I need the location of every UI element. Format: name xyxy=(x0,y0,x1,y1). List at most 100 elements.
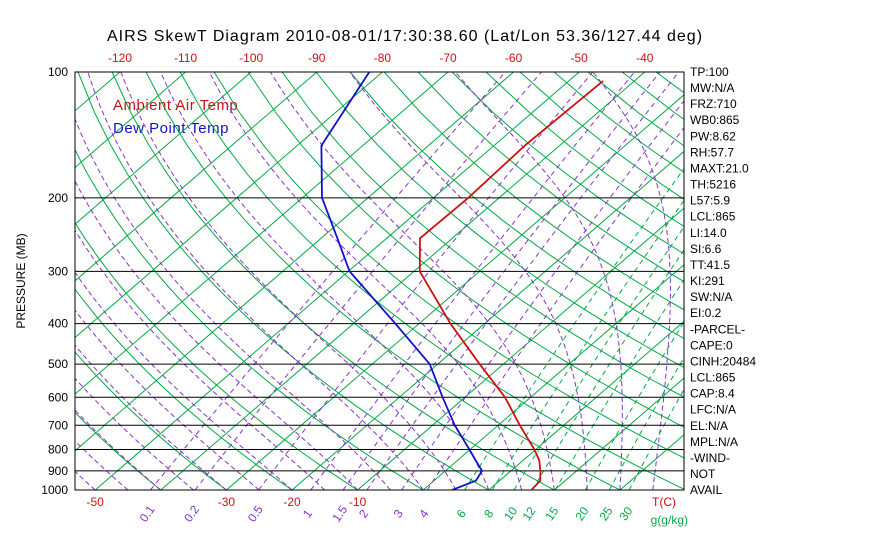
isotherm-line xyxy=(75,72,186,169)
isotherm-line xyxy=(75,72,514,452)
isotherm-line xyxy=(291,150,684,490)
pressure-axis-label: PRESSURE (MB) xyxy=(14,233,28,328)
dry-adiabat-line xyxy=(75,288,293,490)
stats-line: SW:N/A xyxy=(690,290,732,304)
mixing-ratio-line xyxy=(491,199,684,490)
isotherm-line xyxy=(75,72,383,339)
stats-line: LI:14.0 xyxy=(690,226,727,240)
pressure-tick-label: 400 xyxy=(48,317,68,331)
moist-adiabat-line xyxy=(75,344,227,490)
moist-adiabat-line xyxy=(208,72,523,490)
mixing-ratio-line xyxy=(608,356,684,490)
stats-line: NOT xyxy=(690,467,716,481)
mixing-ratio-line xyxy=(258,72,594,490)
pressure-tick-label: 700 xyxy=(48,418,68,432)
stats-line: KI:291 xyxy=(690,274,725,288)
moist-adiabat-line xyxy=(120,72,457,490)
dry-adiabat-line xyxy=(75,351,227,490)
stats-line: TH:5216 xyxy=(690,178,736,192)
mixing-ratio-tick: 12 xyxy=(519,504,538,523)
stats-line: L57:5.9 xyxy=(690,194,730,208)
dry-adiabat-line xyxy=(281,72,684,398)
background-lines xyxy=(75,72,684,490)
stats-line: EI:0.2 xyxy=(690,306,722,320)
moist-adiabat-line xyxy=(269,72,555,490)
stats-panel: TP:100 MW:N/A FRZ:710 WB0:865 PW:8.62 RH:57.7… xyxy=(690,65,756,497)
stats-line: FRZ:710 xyxy=(690,97,737,111)
isotherm-line xyxy=(554,377,684,490)
top-temp-tick: -60 xyxy=(505,51,523,65)
stats-line: SI:6.6 xyxy=(690,242,722,256)
stats-line: MPL:N/A xyxy=(690,435,738,449)
stats-line: MW:N/A xyxy=(690,81,734,95)
pressure-tick-label: 500 xyxy=(48,357,68,371)
top-temp-tick: -100 xyxy=(239,51,263,65)
mixing-ratio-tick: 6 xyxy=(454,507,469,521)
top-temp-tick: -50 xyxy=(571,51,589,65)
stats-line: LCL:865 xyxy=(690,371,736,385)
dry-adiabat-line xyxy=(145,72,621,490)
ambient-air-temp-line xyxy=(418,80,604,490)
top-temp-tick: -120 xyxy=(108,51,132,65)
pressure-tick-label: 600 xyxy=(48,390,68,404)
pressure-tick-label: 300 xyxy=(48,264,68,278)
mixing-ratio-tick: 30 xyxy=(616,504,635,523)
chart-title: AIRS SkewT Diagram 2010-08-01/17:30:38.6… xyxy=(106,28,704,45)
legend-ambient-air-temp: Ambient Air Temp xyxy=(113,97,238,114)
dry-adiabat-line xyxy=(655,72,684,94)
mixing-ratio-tick: 20 xyxy=(572,504,591,523)
dry-adiabat-line xyxy=(621,72,684,120)
pressure-tick-label: 800 xyxy=(48,442,68,456)
mixing-ratio-tick: 10 xyxy=(501,504,520,523)
moist-adiabat-line xyxy=(75,309,260,490)
stats-line: CAPE:0 xyxy=(690,338,733,352)
moist-adiabat-line xyxy=(75,271,293,490)
dry-adiabat-line xyxy=(77,72,490,490)
bottom-temp-tick: -10 xyxy=(349,495,367,509)
stats-line: MAXT:21.0 xyxy=(690,162,749,176)
isotherm-line xyxy=(488,320,684,490)
mixing-ratio-tick: 1 xyxy=(300,507,315,521)
stats-line: CAP:8.4 xyxy=(690,387,735,401)
pressure-tick-label: 1000 xyxy=(41,483,68,497)
dry-adiabat-line xyxy=(451,72,684,255)
profiles xyxy=(320,72,604,490)
top-temp-tick: -70 xyxy=(439,51,457,65)
moist-adiabat-line xyxy=(75,440,129,490)
bottom-temp-tick: -20 xyxy=(283,495,301,509)
mixing-ratio-tick: 4 xyxy=(416,507,431,521)
dry-adiabat-line xyxy=(349,72,684,339)
bottom-temp-tick: -50 xyxy=(87,495,105,509)
dry-adiabat-line xyxy=(75,148,424,490)
mixing-ratio-tick: 0.1 xyxy=(137,503,158,525)
pressure-tick-label: 200 xyxy=(48,191,68,205)
mixing-ratio-tick: 25 xyxy=(596,504,615,523)
dry-adiabat-line xyxy=(75,411,162,490)
plot-border xyxy=(74,71,685,491)
top-temp-tick: -40 xyxy=(636,51,654,65)
isotherm-line xyxy=(94,72,580,490)
top-temp-tick: -110 xyxy=(174,51,197,65)
mixing-ratio-line xyxy=(426,126,684,490)
dry-adiabat-line xyxy=(111,72,555,490)
moist-adiabat-line xyxy=(349,72,588,490)
moist-adiabat-line xyxy=(75,180,358,490)
dry-adiabat-line xyxy=(179,72,684,490)
legend-dew-point-temp: Dew Point Temp xyxy=(113,120,229,137)
moist-adiabat-line xyxy=(454,72,623,490)
mixing-ratio-tick: 1.5 xyxy=(329,503,350,525)
isotherm-line xyxy=(75,72,318,282)
isotherm-line xyxy=(422,264,684,490)
stats-line: CINH:20484 xyxy=(690,354,756,368)
mixing-ratio-line xyxy=(194,72,542,490)
mixing-ratio-line xyxy=(464,167,684,490)
pressure-tick-label: 900 xyxy=(48,464,68,478)
moist-adiabat-line xyxy=(75,117,391,490)
mixing-ratio-line xyxy=(150,72,506,490)
isotherm-line xyxy=(619,434,684,490)
isotherm-line xyxy=(75,72,449,395)
stats-line: LCL:865 xyxy=(690,210,736,224)
stats-line: RH:57.7 xyxy=(690,145,734,159)
stats-line: TP:100 xyxy=(690,65,729,79)
